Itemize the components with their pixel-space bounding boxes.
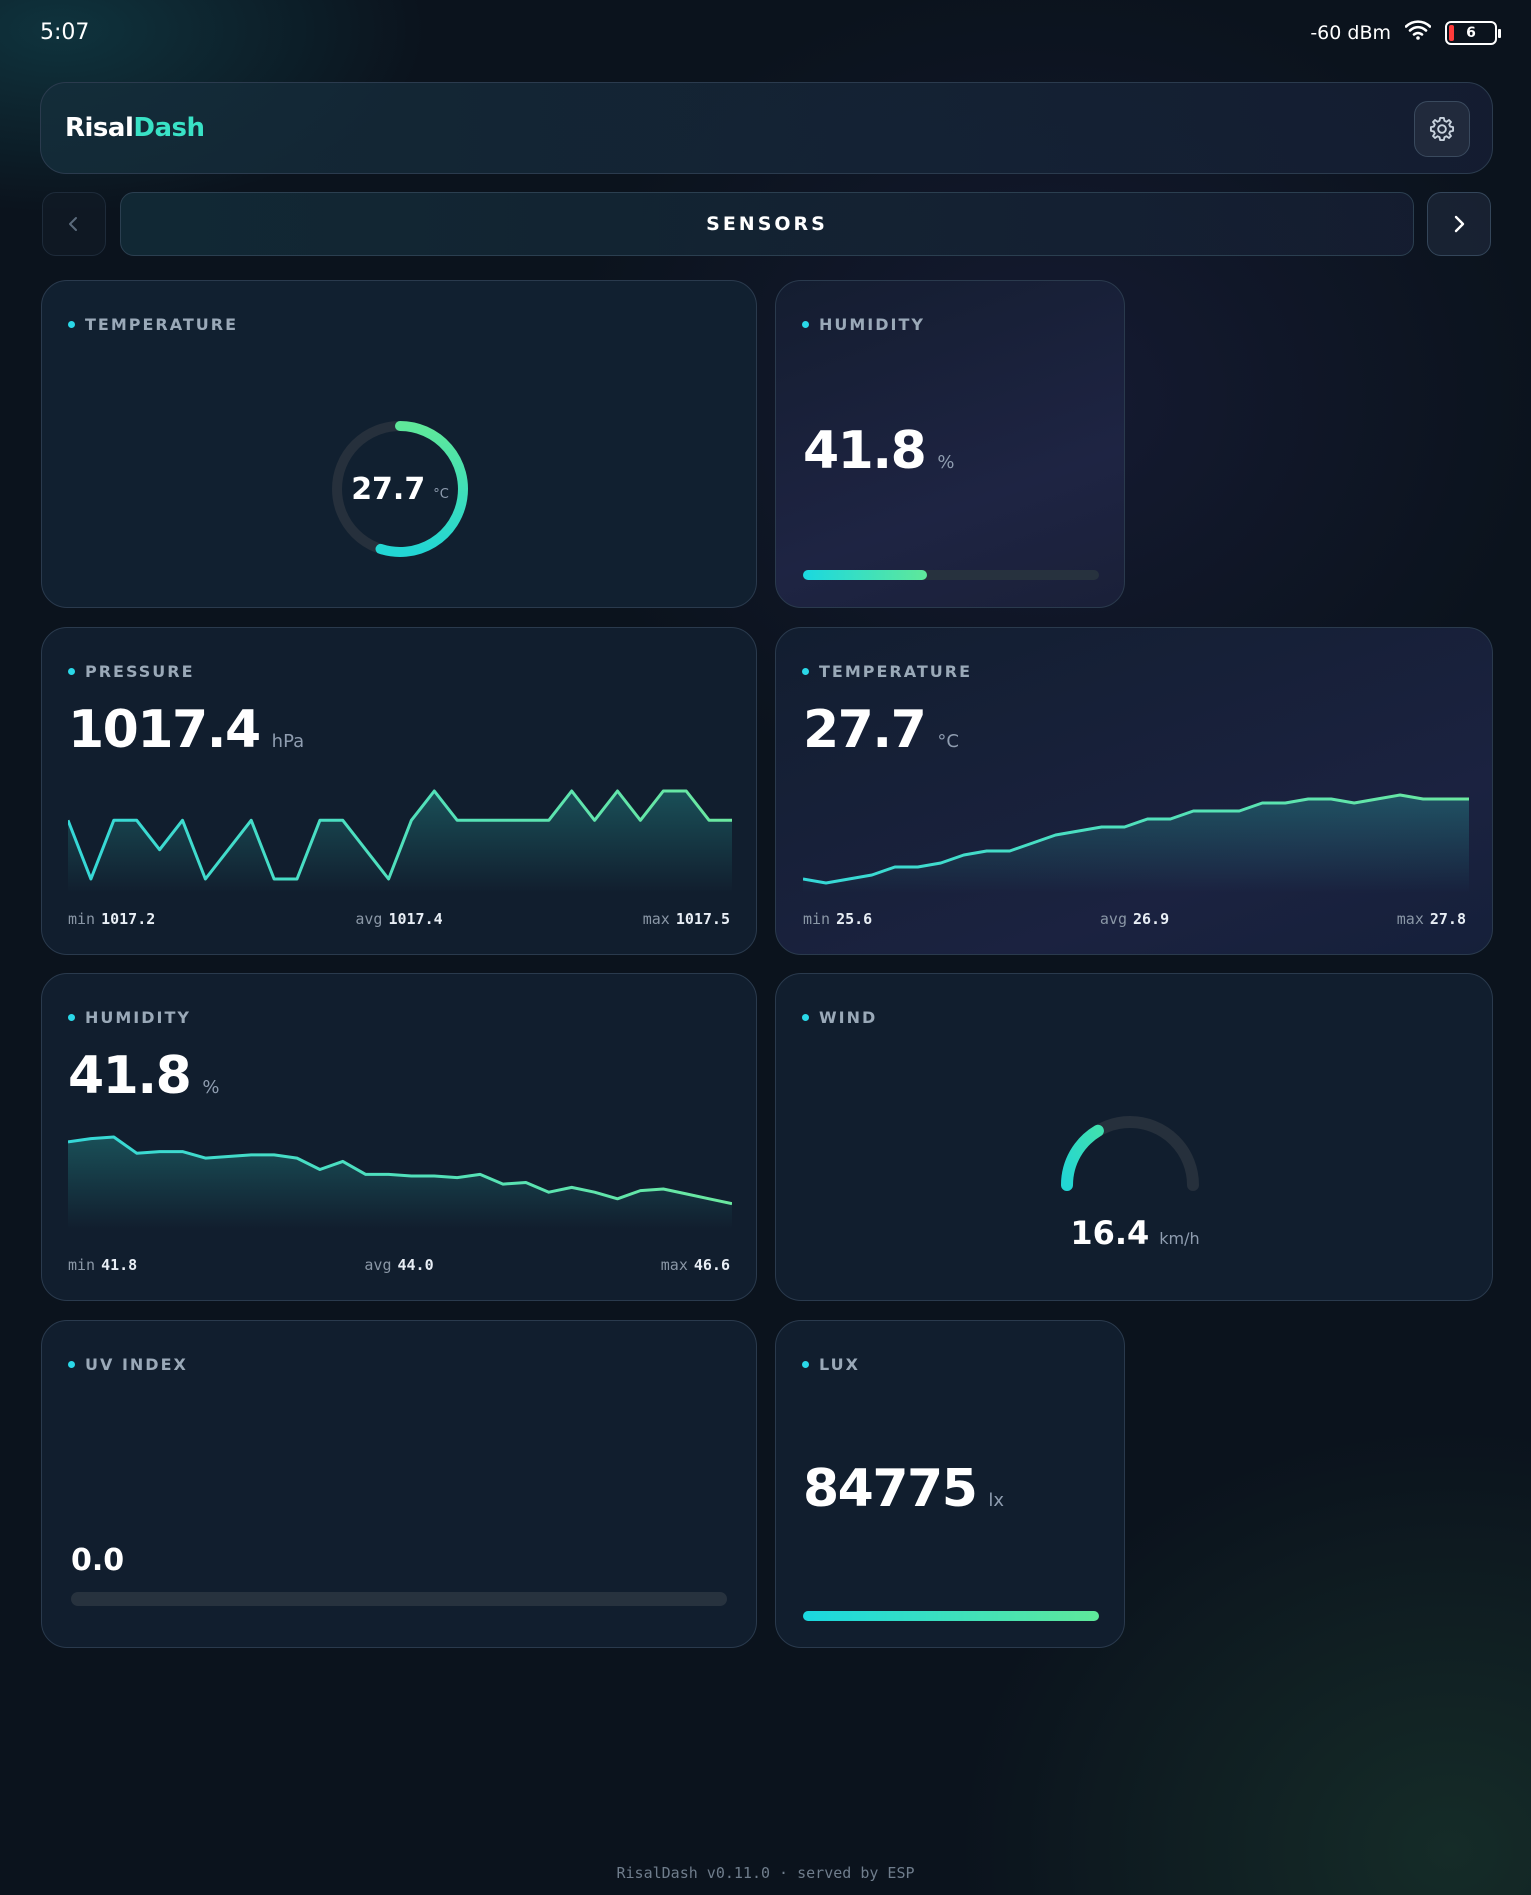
- pressure-sparkline: [68, 789, 732, 893]
- temperature-unit: °C: [937, 731, 959, 752]
- card-title: TEMPERATURE: [68, 315, 238, 334]
- ring-gauge-fill: [375, 421, 468, 557]
- battery-level: 6: [1466, 24, 1476, 41]
- card-title: WIND: [802, 1008, 877, 1027]
- lux-value: 84775: [803, 1459, 978, 1519]
- series-line: [68, 1135, 732, 1206]
- humidity-bar-card[interactable]: HUMIDITY 41.8%: [775, 280, 1125, 608]
- app-logo: RisalDash: [65, 113, 205, 143]
- stat-avg: avg 26.9: [1099, 910, 1170, 928]
- humidity-value-block: 41.8%: [803, 421, 954, 481]
- uv-index-card[interactable]: UV INDEX 0.0: [41, 1320, 757, 1648]
- app-header: RisalDash: [40, 82, 1493, 174]
- humidity-progress-fill: [803, 570, 927, 580]
- footer: RisalDash v0.11.0 · served by ESP: [616, 1864, 915, 1882]
- humidity-progress-track: [803, 570, 1099, 580]
- signal-strength: -60 dBm: [1310, 21, 1391, 44]
- lux-progress-fill: [803, 1611, 1099, 1621]
- humidity-value: 41.8: [68, 1046, 192, 1106]
- card-title: PRESSURE: [68, 662, 195, 681]
- lux-value-block: 84775 lx: [803, 1459, 1004, 1519]
- status-indicators: -60 dBm 6: [1310, 20, 1501, 45]
- pressure-value-block: 1017.4 hPa: [68, 700, 304, 760]
- series-area: [68, 1137, 732, 1229]
- temperature-value: 27.7: [351, 471, 426, 507]
- status-dot: [802, 1361, 809, 1368]
- uv-progress-track: [71, 1592, 727, 1606]
- pressure-stats: min 1017.2 avg 1017.4 max 1017.5: [68, 910, 730, 928]
- wind-card[interactable]: WIND 16.4 km/h: [775, 973, 1493, 1301]
- card-title: LUX: [802, 1355, 860, 1374]
- card-title: TEMPERATURE: [802, 662, 972, 681]
- series-area: [803, 795, 1469, 893]
- humidity-value-block: 41.8%: [68, 1046, 219, 1106]
- stat-max: max 46.6: [660, 1256, 730, 1274]
- status-dot: [68, 1361, 75, 1368]
- wind-gauge: [1061, 1116, 1199, 1191]
- temperature-value: 27.7: [803, 700, 927, 760]
- stat-avg: avg 44.0: [364, 1256, 434, 1274]
- humidity-unit: %: [937, 452, 955, 473]
- wifi-icon: [1404, 20, 1432, 45]
- card-title: HUMIDITY: [68, 1008, 191, 1027]
- stat-avg: avg 1017.4: [355, 910, 443, 928]
- stat-min: min 25.6: [803, 910, 873, 928]
- status-dot: [802, 668, 809, 675]
- series-line: [803, 793, 1469, 885]
- pressure-unit: hPa: [271, 731, 305, 752]
- chevron-left-icon: [69, 217, 77, 231]
- stat-max: max 1017.5: [642, 910, 730, 928]
- card-title: UV INDEX: [68, 1355, 188, 1374]
- temperature-stats: min 25.6 avg 26.9 max 27.8: [803, 910, 1466, 928]
- lux-unit: lx: [988, 1490, 1005, 1511]
- status-dot: [802, 1014, 809, 1021]
- logo-part-1: Risal: [65, 113, 134, 143]
- humidity-value: 41.8: [803, 421, 927, 481]
- prev-page-button[interactable]: [42, 192, 106, 256]
- temperature-chart-card[interactable]: TEMPERATURE 27.7 °C min 25.6 avg 26.9 max 27…: [775, 627, 1493, 955]
- status-dot: [802, 321, 809, 328]
- logo-part-2: Dash: [133, 113, 205, 143]
- humidity-unit: %: [202, 1077, 220, 1098]
- ring-gauge-label: 27.7 °C: [325, 414, 475, 564]
- page-title: SENSORS: [120, 192, 1414, 256]
- next-page-button[interactable]: [1427, 192, 1491, 256]
- humidity-chart-card[interactable]: HUMIDITY 41.8% min 41.8 avg 44.0 max 46.6: [41, 973, 757, 1301]
- wind-gauge-fill: [1061, 1124, 1104, 1191]
- chevron-right-icon: [1454, 215, 1465, 233]
- status-dot: [68, 668, 75, 675]
- status-dot: [68, 321, 75, 328]
- settings-button[interactable]: [1414, 101, 1470, 157]
- temperature-gauge-card[interactable]: TEMPERATURE 27.7 °C: [41, 280, 757, 608]
- wind-unit: km/h: [1159, 1229, 1200, 1248]
- status-bar: 5:07 -60 dBm 6: [0, 0, 1531, 70]
- wind-value: 16.4: [1070, 1214, 1150, 1252]
- gear-icon: [1429, 116, 1455, 142]
- temperature-unit: °C: [433, 486, 449, 502]
- humidity-stats: min 41.8 avg 44.0 max 46.6: [68, 1256, 730, 1274]
- card-title: HUMIDITY: [802, 315, 925, 334]
- stat-max: max 27.8: [1396, 910, 1466, 928]
- temperature-value-block: 27.7 °C: [803, 700, 959, 760]
- temperature-sparkline: [803, 793, 1469, 893]
- pressure-value: 1017.4: [68, 700, 261, 760]
- status-time: 5:07: [40, 20, 90, 45]
- uv-index-value: 0.0: [71, 1543, 125, 1578]
- stat-min: min 41.8: [68, 1256, 138, 1274]
- lux-progress-track: [803, 1611, 1099, 1621]
- humidity-sparkline: [68, 1135, 732, 1229]
- status-dot: [68, 1014, 75, 1021]
- series-line: [68, 789, 732, 881]
- pressure-card[interactable]: PRESSURE 1017.4 hPa min 1017.2 avg 1017.4 m…: [41, 627, 757, 955]
- battery-icon: 6: [1445, 20, 1501, 45]
- ring-gauge: [332, 421, 468, 557]
- wind-value-block: 16.4 km/h: [776, 1214, 1492, 1252]
- lux-card[interactable]: LUX 84775 lx: [775, 1320, 1125, 1648]
- stat-min: min 1017.2: [68, 910, 156, 928]
- series-area: [68, 791, 732, 893]
